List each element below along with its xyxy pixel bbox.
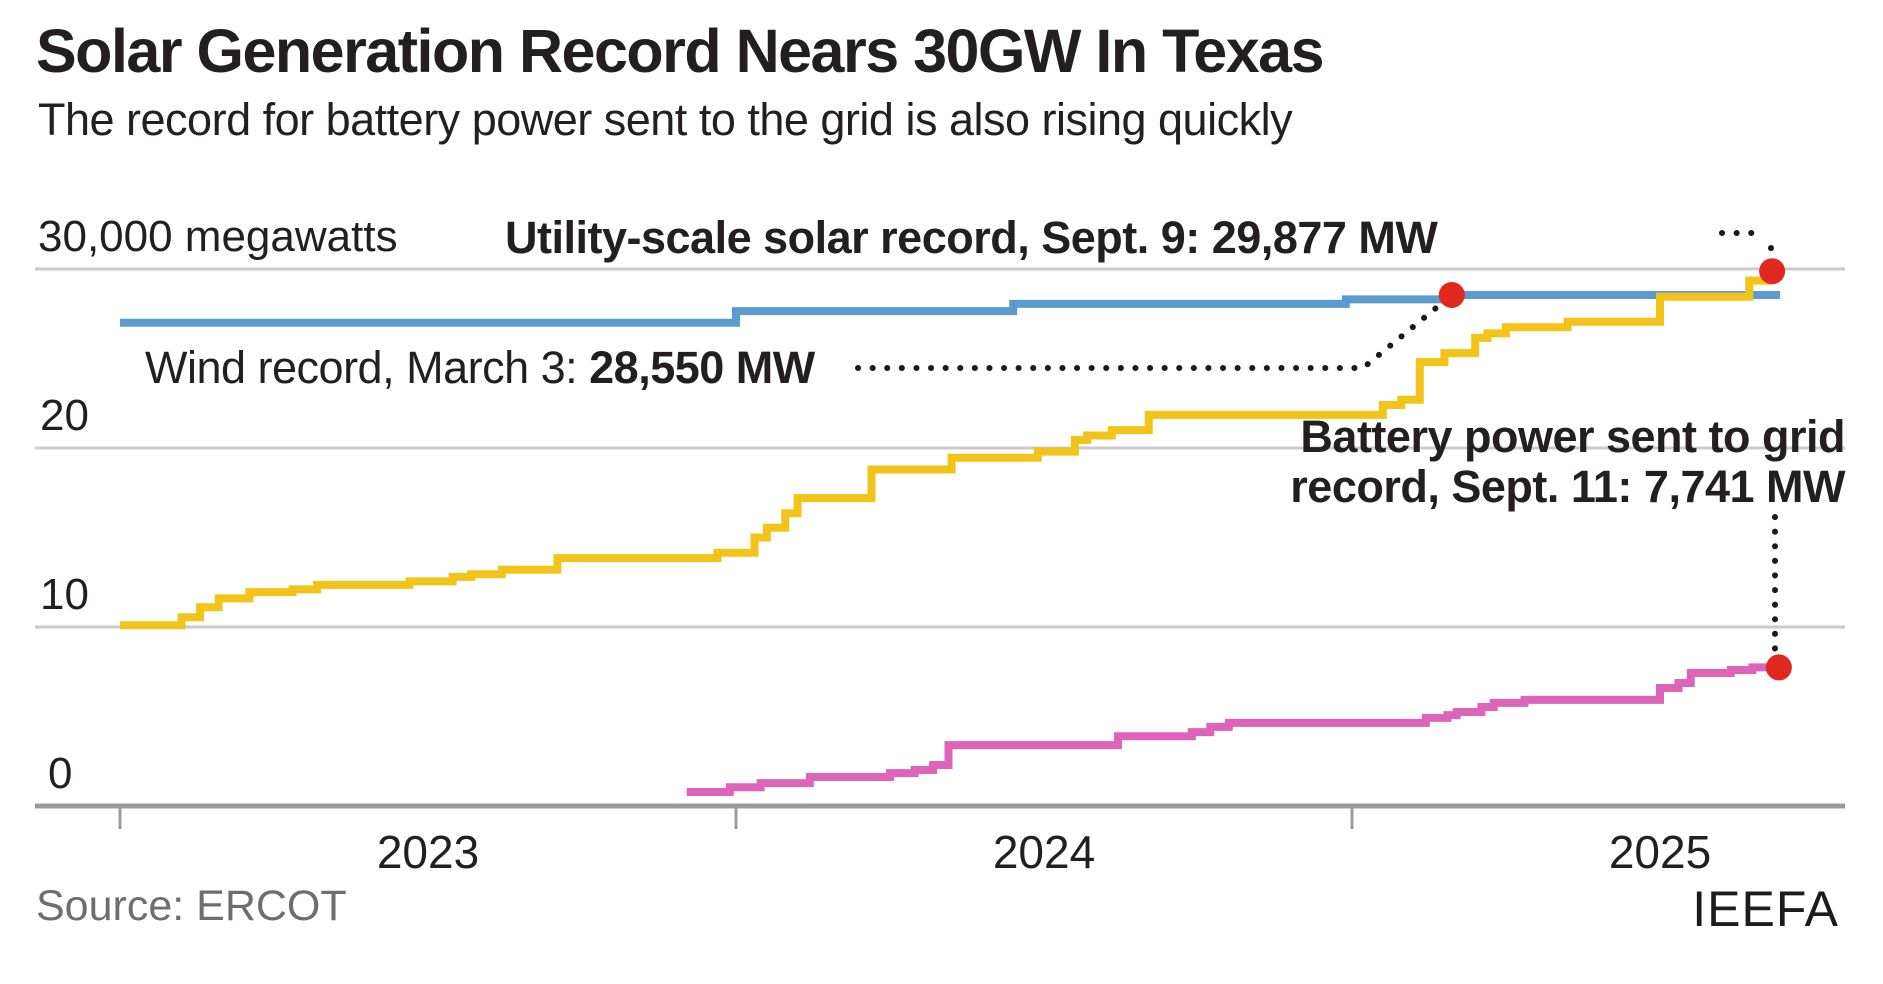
solar-annotation-leader bbox=[1719, 230, 1774, 264]
solar-line bbox=[120, 267, 1784, 630]
solar-record-marker bbox=[1759, 258, 1786, 285]
y-axis-label-10000: 10 bbox=[40, 570, 89, 619]
wind-line bbox=[120, 291, 1781, 327]
y-axis-label-20000: 20 bbox=[40, 391, 89, 440]
battery-record-marker bbox=[1765, 654, 1792, 681]
battery-line bbox=[686, 663, 1784, 796]
wind-record-marker bbox=[1438, 281, 1465, 308]
wind-annotation: Wind record, March 3: 28,550 MW bbox=[145, 342, 816, 393]
battery-annotation: Battery power sent to grid bbox=[1300, 411, 1845, 462]
y-axis-label-0: 0 bbox=[48, 749, 72, 798]
page-title: Solar Generation Record Nears 30GW In Te… bbox=[36, 17, 1325, 85]
year-label-2023: 2023 bbox=[377, 826, 479, 878]
year-label-2024: 2024 bbox=[993, 826, 1095, 878]
year-label-2025: 2025 bbox=[1609, 826, 1711, 878]
credit-logo: IEEFA bbox=[1692, 881, 1839, 937]
page-subtitle: The record for battery power sent to the… bbox=[38, 94, 1293, 145]
battery-annotation-line2: record, Sept. 11: 7,741 MW bbox=[1290, 461, 1846, 512]
y-axis-label-30000: 30,000 megawatts bbox=[38, 212, 398, 261]
solar-annotation: Utility-scale solar record, Sept. 9: 29,… bbox=[505, 212, 1438, 263]
source-note: Source: ERCOT bbox=[36, 882, 347, 930]
